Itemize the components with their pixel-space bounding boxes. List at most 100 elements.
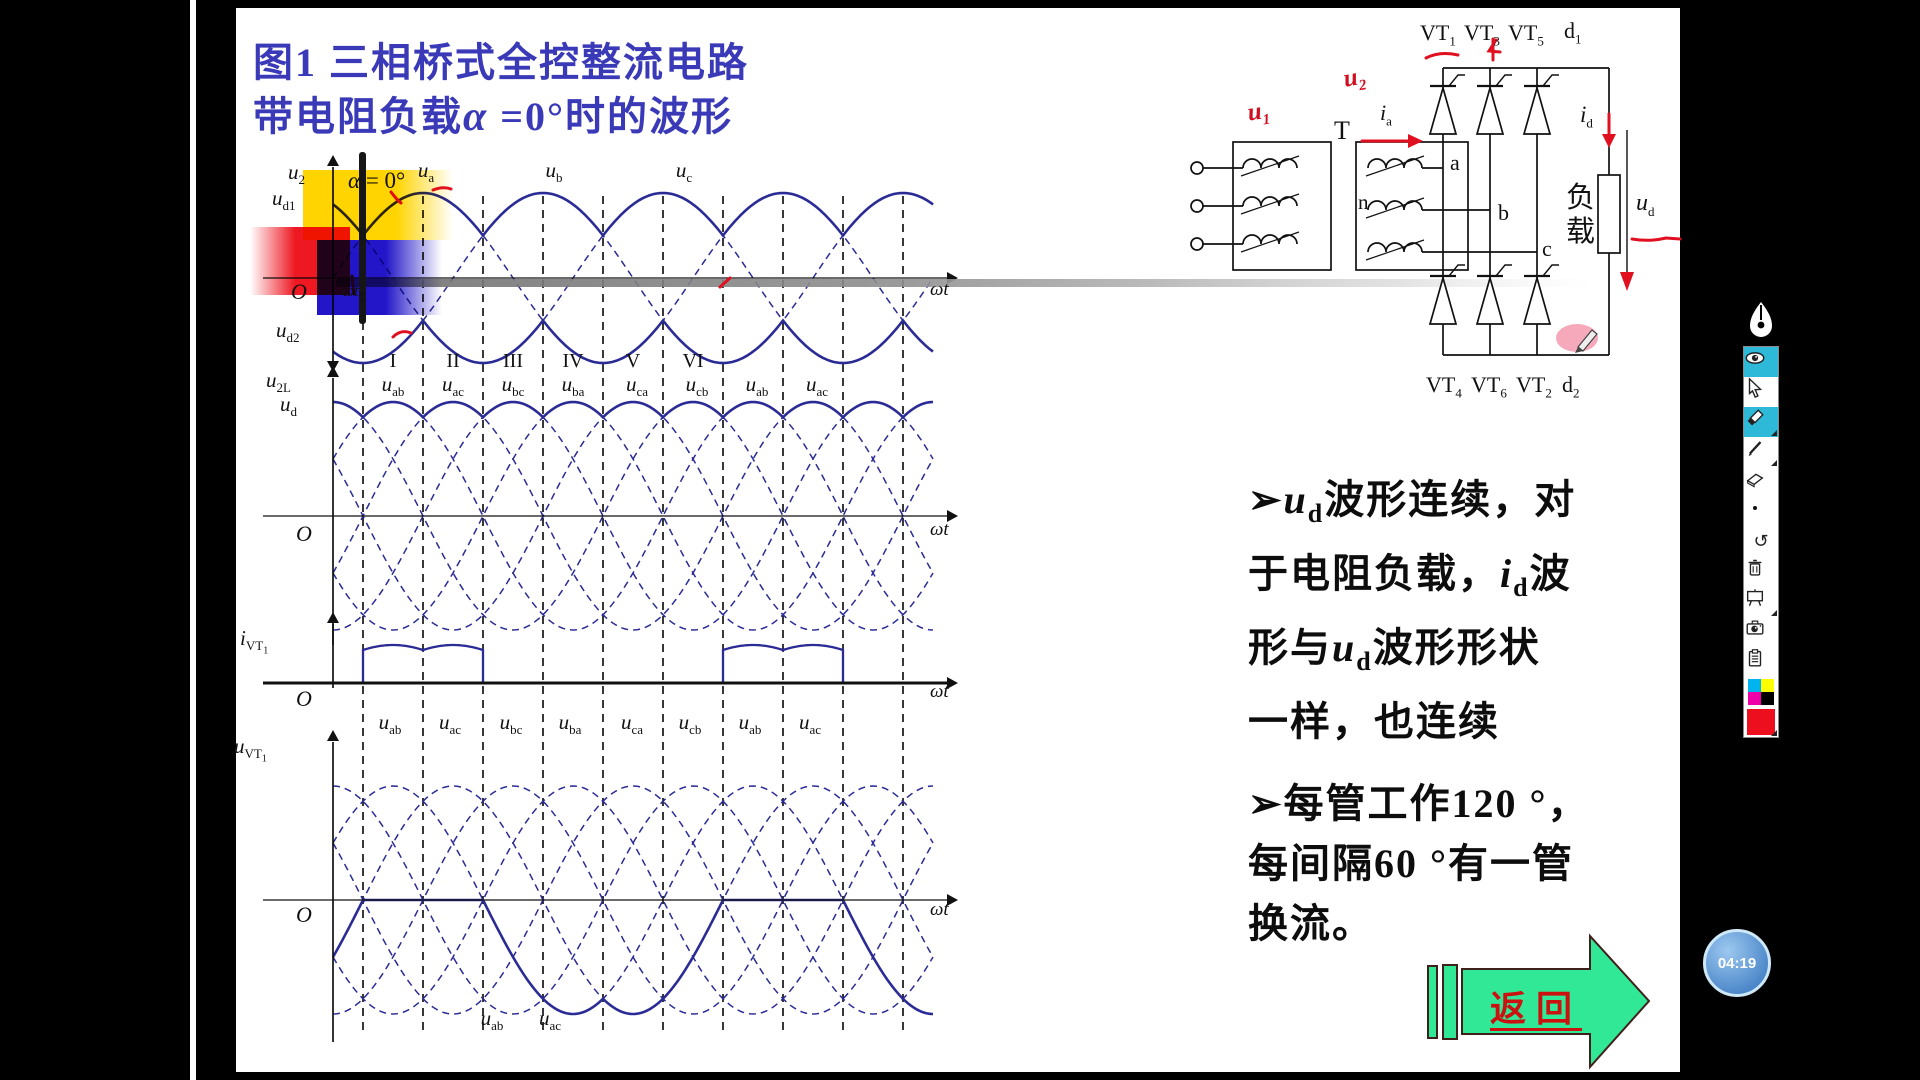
palette-icon (1748, 679, 1774, 705)
input-terminal (1190, 199, 1204, 213)
cursor-arrow-icon (1748, 377, 1763, 398)
line-voltage-label: uac (438, 710, 462, 738)
black-pen-stroke (359, 152, 366, 324)
back-arrow-graphic (1427, 933, 1651, 1070)
line-voltage-label: uba (561, 372, 585, 400)
slide-title-line1: 图1 三相桥式全控整流电路 (253, 40, 749, 85)
note-line: ➢ud波形连续，对 (1248, 477, 1577, 528)
note-line: 于电阻负载，id波 (1248, 551, 1572, 602)
pencil-tool-button[interactable] (1744, 437, 1778, 467)
thyristor-label: VT1 (1420, 20, 1456, 49)
phase-a-node: a (1450, 150, 1460, 175)
screen-edge-strip (190, 0, 196, 1080)
line-voltage-label: uab (378, 710, 402, 738)
id-current-label: id (1580, 102, 1593, 131)
phase-label: ub (545, 158, 563, 186)
gray-pointer-streak (336, 279, 1590, 287)
trash-icon (1748, 559, 1762, 576)
eraser-tool-button[interactable] (1744, 467, 1778, 497)
line-voltage-label: uac (538, 1006, 562, 1034)
line-voltage-label: uac (805, 372, 829, 400)
line-voltage-label: uab (745, 372, 769, 400)
pen-nib-icon (1750, 302, 1772, 337)
phase-b-node: b (1498, 200, 1509, 225)
phase-label: ua (417, 158, 435, 186)
label-alpha-zero: α = 0° (348, 168, 406, 193)
eye-tool-button[interactable] (1744, 347, 1778, 377)
eraser-icon (1746, 473, 1764, 488)
origin-4: O (296, 902, 312, 927)
small-dot-tool-button[interactable] (1744, 497, 1778, 527)
ia-current-label: ia (1380, 100, 1392, 129)
undo-button[interactable]: ↺ (1744, 527, 1778, 557)
line-voltage-label: uac (441, 372, 465, 400)
undo-icon: ↺ (1753, 531, 1769, 552)
origin-2: O (296, 521, 312, 546)
origin-1: O (291, 279, 307, 304)
clear-trash-button[interactable] (1744, 557, 1778, 587)
line-voltage-label: ubc (501, 372, 525, 400)
cursor-tool-button[interactable] (1744, 377, 1778, 407)
interval-numeral: IV (562, 350, 584, 372)
line-voltage-label: uab (381, 372, 405, 400)
phase-label: uc (675, 158, 693, 186)
blue-highlight-mark (317, 240, 442, 315)
current-color-button[interactable] (1744, 707, 1778, 737)
line-voltage-label: uab (480, 1006, 504, 1034)
input-terminal (1190, 161, 1204, 175)
laser-pointer-blob (1556, 324, 1598, 353)
note-line: 每间隔60 °有一管 (1248, 841, 1574, 886)
note-line: 形与ud波形形状 (1248, 625, 1541, 676)
marker-icon (1747, 409, 1764, 426)
pencil-icon (1748, 441, 1762, 457)
camera-icon (1746, 620, 1764, 635)
red-pen-annotations (350, 37, 1682, 339)
phase-c-node: c (1542, 236, 1552, 261)
label-ud: ud (280, 392, 297, 420)
timer-bubble[interactable]: 04:19 (1703, 929, 1771, 997)
load-label-2: 载 (1566, 216, 1596, 248)
line-voltage-label: ucb (678, 710, 702, 738)
screenshot-camera-button[interactable] (1744, 617, 1778, 647)
interval-numeral: I (389, 350, 397, 372)
label-ud2: ud2 (276, 318, 300, 346)
line-voltage-label: uca (620, 710, 644, 738)
back-button-label: 返回 (1490, 989, 1583, 1029)
line-voltage-label: uca (625, 372, 649, 400)
slide-canvas (236, 8, 1680, 1072)
node-d2-label: d2 (1562, 372, 1580, 401)
timer-value: 04:19 (1717, 954, 1757, 972)
ud-voltage-label: ud (1636, 190, 1655, 219)
label-ud1: ud1 (272, 186, 296, 214)
clipboard-icon (1748, 649, 1762, 667)
color-palette-button[interactable] (1744, 677, 1778, 707)
projector-icon (1746, 589, 1764, 607)
note-line: 一样，也连续 (1248, 699, 1500, 744)
load-label-1: 负 (1566, 182, 1596, 214)
origin-3: O (296, 686, 312, 711)
wt-axis-2: ωt (930, 519, 949, 540)
thyristor-symbols (1428, 74, 1559, 325)
thyristor-label: VT3 (1464, 20, 1500, 49)
notes-clipboard-button[interactable] (1744, 647, 1778, 677)
projector-screen-button[interactable] (1744, 587, 1778, 617)
line-voltage-label: uac (798, 710, 822, 738)
wt-axis-3: ωt (930, 681, 949, 702)
transformer-label: T (1334, 116, 1350, 145)
input-terminal (1190, 237, 1204, 251)
rectifier-circuit-diagram (1190, 67, 1628, 356)
neutral-label: n (1358, 190, 1369, 214)
marker-tool-button[interactable] (1744, 407, 1778, 437)
line-voltage-label: ucb (685, 372, 709, 400)
interval-numeral: II (446, 350, 460, 372)
wt-axis-1: ωt (930, 279, 949, 300)
pen-cursor (1577, 329, 1598, 352)
thyristor-label: VT5 (1508, 20, 1544, 49)
thyristor-label: VT6 (1471, 372, 1507, 401)
interval-numeral: V (625, 350, 641, 372)
node-d1-label: d1 (1564, 18, 1582, 47)
label-ivt1: iVT1 (240, 626, 269, 657)
handwritten-u1: u1 (1245, 97, 1272, 129)
